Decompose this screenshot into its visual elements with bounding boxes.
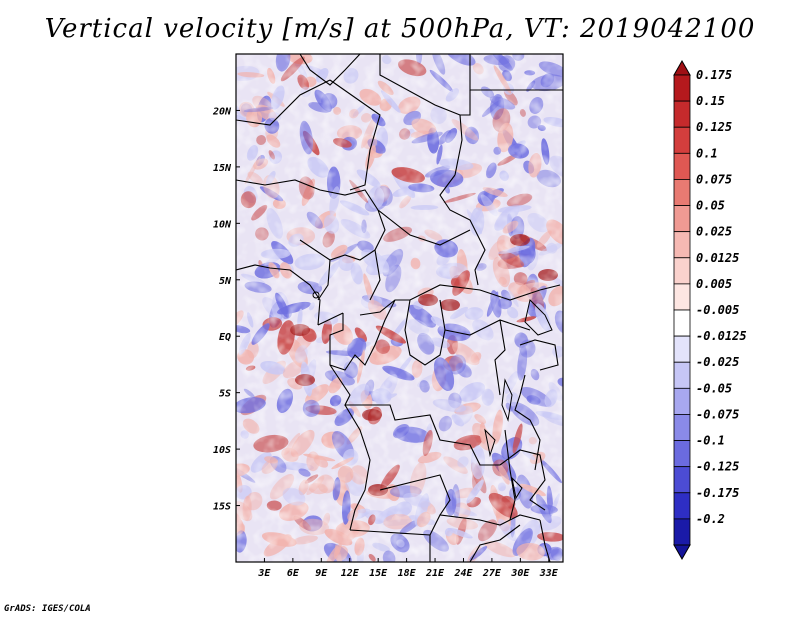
colorbar-swatch	[673, 309, 691, 337]
colorbar-swatch	[673, 100, 691, 128]
colorbar-label: 0.175	[696, 68, 732, 82]
colorbar-label: -0.175	[696, 486, 739, 500]
lat-tick-label: EQ	[219, 332, 231, 343]
country-borders	[236, 54, 563, 562]
lakes	[312, 291, 553, 500]
colorbar-label: -0.2	[696, 512, 725, 526]
colorbar-label: 0.15	[696, 94, 725, 108]
colorbar-swatch	[673, 387, 691, 415]
colorbar-swatch	[673, 205, 691, 233]
colorbar-label: -0.025	[696, 355, 739, 369]
colorbar-label: 0.025	[696, 225, 732, 239]
colorbar-label: -0.0125	[696, 329, 747, 343]
colorbar-label: -0.075	[696, 407, 739, 421]
colorbar-swatch	[673, 440, 691, 468]
colorbar-label: -0.05	[696, 381, 732, 395]
lat-tick-label: 5S	[219, 389, 231, 400]
colorbar-bottom-arrow	[673, 544, 691, 561]
colorbar-swatch	[673, 414, 691, 441]
colorbar-label: 0.125	[696, 120, 732, 134]
colorbar-label: -0.125	[696, 460, 739, 474]
colorbar-label: 0.1	[696, 146, 718, 160]
lon-tick-label: 15E	[369, 568, 388, 579]
lat-tick-label: 15N	[213, 163, 232, 174]
lat-tick-label: 20N	[212, 106, 232, 117]
colorbar-label: 0.075	[696, 172, 732, 186]
map-frame	[235, 53, 564, 563]
lat-tick-label: 10S	[213, 445, 231, 456]
colorbar-swatch	[673, 492, 691, 520]
lon-tick-label: 24E	[453, 568, 473, 579]
colorbar-swatch	[673, 466, 691, 494]
grads-credit: GrADS: IGES/COLA	[4, 604, 91, 614]
lon-tick-label: 12E	[341, 568, 360, 579]
lon-tick-label: 30E	[510, 568, 530, 579]
chart-title: Vertical velocity [m/s] at 500hPa, VT: 2…	[44, 14, 756, 44]
colorbar-swatch	[673, 283, 691, 311]
colorbar-top-arrow	[673, 59, 691, 76]
colorbar-label: 0.05	[696, 199, 725, 213]
colorbar-swatch	[673, 361, 691, 389]
longitude-axis: 3E 6E 9E 12E 15E 18E 21E 24E 27E 30E 33E	[257, 558, 559, 579]
lon-tick-label: 21E	[425, 568, 445, 579]
lat-tick-label: 15S	[213, 502, 231, 513]
colorbar-swatch	[673, 335, 691, 363]
colorbar-label: 0.005	[696, 277, 732, 291]
lon-tick-label: 3E	[257, 568, 271, 579]
lat-tick-label: 10N	[213, 219, 232, 230]
lon-tick-label: 18E	[398, 568, 417, 579]
colorbar-swatch	[673, 231, 691, 259]
velocity-field	[236, 54, 563, 562]
colorbar-swatch	[673, 74, 691, 102]
colorbar-label: -0.005	[696, 303, 739, 317]
colorbar-swatch	[673, 257, 691, 285]
colorbar-swatch	[673, 126, 691, 154]
lon-tick-label: 33E	[539, 568, 559, 579]
colorbar-label: -0.1	[696, 434, 725, 448]
colorbar-label: 0.0125	[696, 251, 739, 265]
lon-tick-label: 6E	[287, 568, 300, 579]
lat-tick-label: 5N	[219, 276, 232, 287]
colorbar: 0.175 0.15 0.125 0.1 0.075 0.05 0.025 0.0125 0.0…	[673, 59, 747, 561]
colorbar-swatch	[673, 518, 691, 546]
colorbar-swatch	[673, 152, 691, 180]
colorbar-swatch	[673, 179, 691, 206]
lon-tick-label: 9E	[315, 568, 328, 579]
lon-tick-label: 27E	[482, 568, 502, 579]
latitude-axis: 20N 15N 10N 5N EQ 5S 10S 15S	[212, 106, 240, 513]
field-texture	[236, 54, 563, 562]
